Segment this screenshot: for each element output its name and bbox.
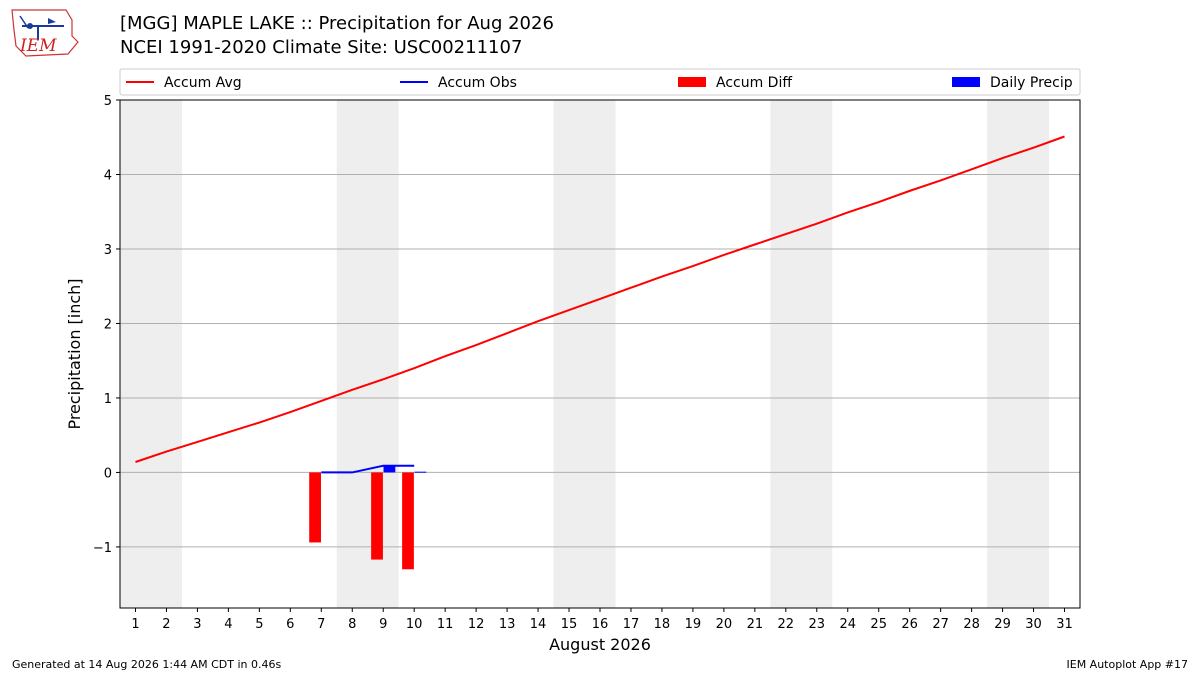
bar-daily-precip <box>383 466 396 473</box>
x-tick-label: 26 <box>901 617 918 632</box>
legend-swatch-3 <box>952 77 980 87</box>
y-tick-label: −1 <box>93 541 112 556</box>
chart-subtitle: NCEI 1991-2020 Climate Site: USC00211107 <box>120 37 523 58</box>
x-tick-label: 22 <box>778 617 795 632</box>
weekend-band-4 <box>987 100 1050 608</box>
x-tick-label: 30 <box>1025 617 1042 632</box>
x-axis-label: August 2026 <box>549 635 651 654</box>
bar-accum-diff <box>371 472 383 560</box>
bar-accum-diff <box>309 472 321 543</box>
x-tick-label: 18 <box>654 617 671 632</box>
x-tick-label: 17 <box>623 617 640 632</box>
weekend-band-2 <box>553 100 616 608</box>
x-tick-label: 2 <box>162 617 170 632</box>
legend-box <box>119 68 1081 96</box>
y-tick-label: 0 <box>104 466 112 481</box>
x-tick-label: 21 <box>747 617 764 632</box>
line-accum-avg <box>135 135 1065 463</box>
x-tick-label: 12 <box>468 617 485 632</box>
iem-logo-text: IEM <box>19 36 57 56</box>
x-tick-label: 24 <box>839 617 856 632</box>
y-tick-label: 5 <box>104 94 112 109</box>
y-tick-label: 3 <box>104 243 112 258</box>
legend-label-3: Daily Precip <box>990 75 1073 91</box>
x-tick-label: 29 <box>994 617 1011 632</box>
bar-accum-diff <box>402 472 414 570</box>
x-tick-label: 6 <box>286 617 294 632</box>
x-tick-label: 15 <box>561 617 578 632</box>
x-tick-label: 23 <box>809 617 826 632</box>
x-tick-label: 19 <box>685 617 702 632</box>
x-tick-label: 9 <box>379 617 387 632</box>
x-tick-label: 16 <box>592 617 609 632</box>
weekend-band-1 <box>336 100 399 608</box>
x-tick-label: 5 <box>255 617 263 632</box>
legend-label-0: Accum Avg <box>164 75 242 91</box>
weekend-band-3 <box>770 100 833 608</box>
x-tick-label: 25 <box>870 617 887 632</box>
legend-label-1: Accum Obs <box>438 75 517 91</box>
x-tick-label: 3 <box>193 617 201 632</box>
y-tick-label: 2 <box>104 317 112 332</box>
app-label: IEM Autoplot App #17 <box>1066 658 1189 671</box>
x-tick-label: 8 <box>348 617 356 632</box>
y-tick-label: 1 <box>104 392 112 407</box>
legend-label-2: Accum Diff <box>716 75 792 91</box>
data-layer <box>135 135 1065 570</box>
legend-swatch-2 <box>678 77 706 87</box>
x-tick-label: 4 <box>224 617 232 632</box>
legend: Accum Avg Accum Obs Accum Diff Daily Precip <box>119 68 1081 96</box>
x-tick-label: 31 <box>1056 617 1073 632</box>
chart-title: [MGG] MAPLE LAKE :: Precipitation for Au… <box>120 13 554 34</box>
x-tick-label: 7 <box>317 617 325 632</box>
x-tick-label: 13 <box>499 617 516 632</box>
iem-logo: IEM <box>8 6 80 62</box>
x-tick-label: 14 <box>530 617 547 632</box>
y-tick-label: 4 <box>104 168 112 183</box>
generated-timestamp: Generated at 14 Aug 2026 1:44 AM CDT in … <box>12 658 282 671</box>
x-tick-label: 27 <box>932 617 949 632</box>
line-accum-obs <box>321 464 415 474</box>
x-tick-label: 28 <box>963 617 980 632</box>
weekend-shading <box>120 100 1050 608</box>
y-axis-label: Precipitation [inch] <box>65 278 84 429</box>
x-tick-label: 11 <box>437 617 454 632</box>
x-tick-label: 10 <box>406 617 423 632</box>
weekend-band-0 <box>120 100 182 608</box>
x-tick-label: 20 <box>716 617 733 632</box>
bar-daily-precip <box>414 471 427 473</box>
x-tick-label: 1 <box>131 617 139 632</box>
